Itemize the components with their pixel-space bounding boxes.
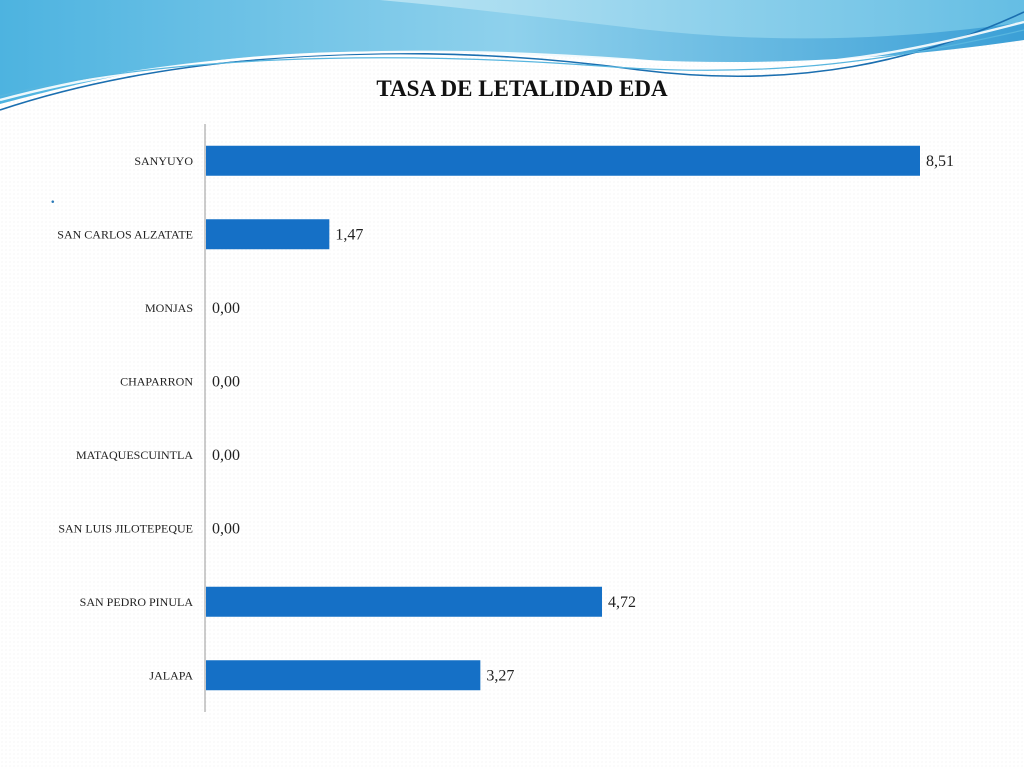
bar-6 <box>206 586 603 617</box>
bar-0 <box>206 145 920 176</box>
data-label-1: 1,47 <box>335 226 363 243</box>
data-label-4: 0,00 <box>212 447 240 464</box>
category-label-4: MATAQUESCUINTLA <box>76 448 193 462</box>
bullet-dot: . <box>50 183 56 208</box>
category-label-7: JALAPA <box>149 668 193 682</box>
category-label-2: MONJAS <box>145 301 193 315</box>
decorative-header-wave <box>0 0 1024 111</box>
data-label-2: 0,00 <box>212 300 240 317</box>
data-label-0: 8,51 <box>926 153 954 170</box>
data-label-6: 4,72 <box>608 594 636 611</box>
bar-7 <box>206 660 481 691</box>
category-label-6: SAN PEDRO PINULA <box>80 595 194 609</box>
category-label-5: SAN LUIS JILOTEPEQUE <box>58 521 193 535</box>
chart-title: TASA DE LETALIDAD EDA <box>376 76 668 101</box>
category-label-0: SANYUYO <box>134 154 193 168</box>
data-label-3: 0,00 <box>212 373 240 390</box>
data-label-7: 3,27 <box>486 667 514 684</box>
data-label-5: 0,00 <box>212 520 240 537</box>
category-label-3: CHAPARRON <box>120 374 193 388</box>
bar-1 <box>206 219 330 250</box>
category-label-1: SAN CARLOS ALZATATE <box>57 227 193 241</box>
